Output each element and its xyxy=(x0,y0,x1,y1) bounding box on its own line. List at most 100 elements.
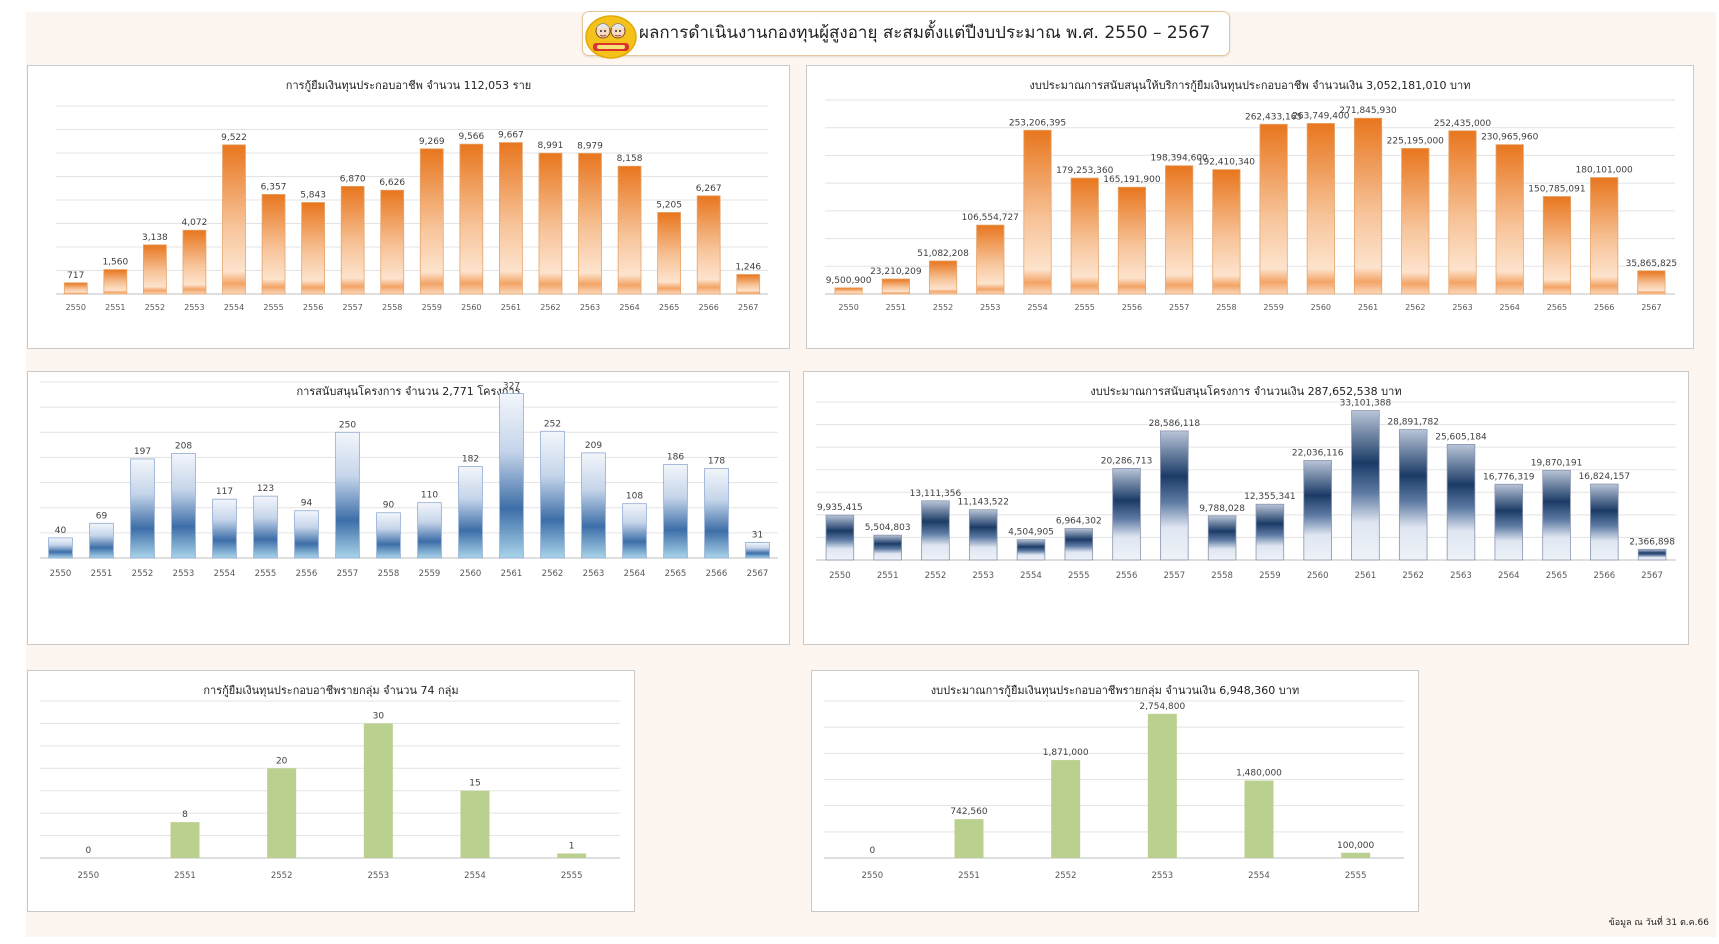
category-label-2562: 2562 xyxy=(542,569,564,579)
data-label-2560: 9,566 xyxy=(458,132,484,142)
bar-2558 xyxy=(380,189,405,295)
category-label-2554: 2554 xyxy=(464,871,486,881)
data-label-2554: 15 xyxy=(469,779,480,789)
category-label-2553: 2553 xyxy=(173,569,195,579)
category-label-2559: 2559 xyxy=(419,569,441,579)
bar-2551 xyxy=(170,822,200,858)
bar-2557 xyxy=(335,431,360,559)
category-label-2550: 2550 xyxy=(78,871,100,881)
data-label-2552: 13,111,356 xyxy=(910,489,962,499)
category-label-2567: 2567 xyxy=(1641,303,1661,312)
bar-2553 xyxy=(1147,713,1177,858)
bar-2554 xyxy=(1244,780,1274,858)
data-label-2557: 250 xyxy=(339,420,356,430)
category-label-2553: 2553 xyxy=(972,571,994,581)
category-label-2566: 2566 xyxy=(706,569,728,579)
category-label-2550: 2550 xyxy=(829,571,851,581)
category-label-2552: 2552 xyxy=(925,571,947,581)
category-label-2566: 2566 xyxy=(1594,303,1614,312)
category-label-2553: 2553 xyxy=(184,303,204,312)
data-label-2558: 6,626 xyxy=(379,178,405,188)
data-label-2564: 108 xyxy=(626,492,643,502)
category-label-2557: 2557 xyxy=(1169,303,1189,312)
loan-budget-chart-panel: งบประมาณการสนับสนุนให้บริการกู้ยืมเงินทุ… xyxy=(806,65,1694,349)
category-label-2550: 2550 xyxy=(50,569,72,579)
category-label-2550: 2550 xyxy=(838,303,858,312)
category-label-2561: 2561 xyxy=(1358,303,1378,312)
bar-2556 xyxy=(1112,468,1141,561)
bar-2550 xyxy=(48,537,73,559)
category-label-2556: 2556 xyxy=(303,303,323,312)
data-label-2556: 5,843 xyxy=(300,190,326,200)
data-label-2563: 252,435,000 xyxy=(1434,119,1492,129)
data-label-2562: 252 xyxy=(544,419,561,429)
bar-2561 xyxy=(499,393,524,559)
bar-2555 xyxy=(1341,852,1371,858)
data-label-2566: 180,101,000 xyxy=(1576,166,1634,176)
bar-2566 xyxy=(1590,483,1619,561)
bar-2554 xyxy=(1023,129,1052,295)
category-label-2552: 2552 xyxy=(933,303,953,312)
category-label-2553: 2553 xyxy=(980,303,1000,312)
data-label-2558: 192,410,340 xyxy=(1198,158,1256,168)
data-label-2551: 1,560 xyxy=(102,258,128,268)
bar-2556 xyxy=(301,202,325,295)
category-label-2553: 2553 xyxy=(1152,871,1174,881)
bar-2552 xyxy=(1051,760,1081,858)
data-label-2567: 2,366,898 xyxy=(1629,537,1675,547)
data-label-2564: 8,158 xyxy=(617,154,643,164)
page-title: ผลการดำเนินงานกองทุนผู้สูงอายุ สะสมตั้งแ… xyxy=(639,23,1211,43)
bar-2560 xyxy=(458,466,483,559)
category-label-2557: 2557 xyxy=(337,569,359,579)
category-label-2558: 2558 xyxy=(1216,303,1236,312)
category-label-2552: 2552 xyxy=(271,871,293,881)
category-label-2565: 2565 xyxy=(1547,303,1567,312)
header-banner: ผลการดำเนินงานกองทุนผู้สูงอายุ สะสมตั้งแ… xyxy=(582,11,1230,56)
category-label-2551: 2551 xyxy=(174,871,196,881)
data-label-2550: 0 xyxy=(85,846,91,856)
loan-borrowers-bar-chart: 717 2550 1,560 2551 3,138 2552 4,072 2553 9,522 2… xyxy=(56,105,768,312)
chart-title: การกู้ยืมเงินทุนประกอบอาชีพ จำนวน 112,05… xyxy=(285,79,532,92)
category-label-2551: 2551 xyxy=(886,303,906,312)
data-label-2558: 90 xyxy=(383,501,395,511)
data-label-2556: 94 xyxy=(301,499,313,509)
category-label-2567: 2567 xyxy=(738,303,758,312)
category-label-2563: 2563 xyxy=(583,569,605,579)
category-label-2552: 2552 xyxy=(1055,871,1077,881)
bar-2563 xyxy=(1446,444,1476,561)
bar-2564 xyxy=(622,503,647,559)
category-label-2560: 2560 xyxy=(1311,303,1331,312)
data-label-2557: 28,586,118 xyxy=(1149,419,1201,429)
bar-2560 xyxy=(1306,123,1335,295)
category-label-2555: 2555 xyxy=(561,871,583,881)
project-support-chart-panel: การสนับสนุนโครงการ จำนวน 2,771 โครงการ 4… xyxy=(27,371,790,645)
bar-2553 xyxy=(182,229,207,295)
data-label-2555: 6,357 xyxy=(261,182,287,192)
data-label-2566: 178 xyxy=(708,456,725,466)
category-label-2560: 2560 xyxy=(461,303,481,312)
bar-2565 xyxy=(1542,469,1571,561)
bar-2558 xyxy=(1207,515,1237,561)
category-label-2564: 2564 xyxy=(624,569,646,579)
data-label-2563: 209 xyxy=(585,441,602,451)
bar-2550 xyxy=(834,287,863,295)
bar-2555 xyxy=(1064,528,1094,561)
project-budget-bar-chart: 9,935,415 2550 5,504,803 2551 13,111,356 2552… xyxy=(816,399,1676,581)
data-label-2560: 22,036,116 xyxy=(1292,449,1344,459)
category-label-2566: 2566 xyxy=(698,303,718,312)
bar-2551 xyxy=(954,819,984,858)
category-label-2554: 2554 xyxy=(214,569,236,579)
category-label-2556: 2556 xyxy=(296,569,318,579)
category-label-2558: 2558 xyxy=(382,303,402,312)
data-label-2559: 110 xyxy=(421,491,438,501)
data-label-2552: 197 xyxy=(134,447,151,457)
bar-2559 xyxy=(1255,503,1285,561)
category-label-2558: 2558 xyxy=(1211,571,1233,581)
data-label-2558: 9,788,028 xyxy=(1199,504,1245,514)
category-label-2566: 2566 xyxy=(1594,571,1616,581)
bar-2567 xyxy=(736,274,761,295)
data-label-2559: 9,269 xyxy=(419,137,445,147)
data-label-2554: 253,206,395 xyxy=(1009,118,1066,128)
data-label-2553: 11,143,522 xyxy=(957,498,1009,508)
bar-2556 xyxy=(294,510,319,559)
